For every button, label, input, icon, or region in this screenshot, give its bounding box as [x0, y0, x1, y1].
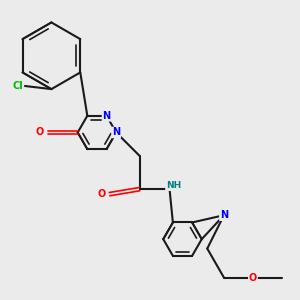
Text: O: O — [97, 189, 105, 199]
Text: N: N — [220, 210, 228, 220]
Text: NH: NH — [166, 181, 181, 190]
Text: N: N — [103, 111, 111, 121]
Text: N: N — [112, 128, 120, 137]
Text: Cl: Cl — [13, 81, 23, 91]
Text: O: O — [35, 128, 44, 137]
Text: O: O — [249, 273, 257, 283]
